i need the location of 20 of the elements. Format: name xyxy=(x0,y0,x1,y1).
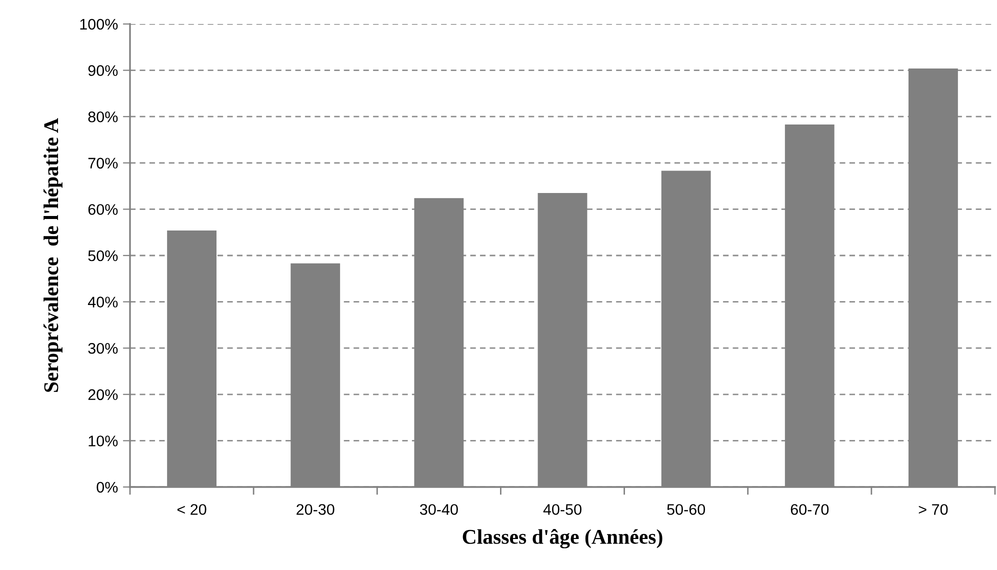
x-tick-label: 60-70 xyxy=(790,504,829,515)
x-tick-label: 20-30 xyxy=(296,504,334,515)
y-tick-label: 20% xyxy=(88,389,118,400)
x-tick-label: 50-60 xyxy=(667,504,706,515)
y-axis-title: Seroprévalence de l'hépatite A xyxy=(44,118,62,392)
x-tick-label: < 20 xyxy=(177,504,206,515)
x-axis-title: Classes d'âge (Années) xyxy=(462,529,662,548)
y-tick-label: 60% xyxy=(88,204,118,215)
y-tick-label: 40% xyxy=(88,296,118,308)
y-tick-label: 0% xyxy=(96,482,118,493)
y-tick-label: 10% xyxy=(88,436,118,446)
x-tick-label: 40-50 xyxy=(543,504,582,515)
y-tick-label: 50% xyxy=(88,250,118,262)
y-tick-label: 80% xyxy=(88,111,118,122)
x-tick-label: 30-40 xyxy=(420,504,458,515)
y-tick-label: 70% xyxy=(88,158,118,169)
x-tick-label: > 70 xyxy=(918,504,948,515)
y-tick-label: 30% xyxy=(88,342,118,354)
y-tick-label: 90% xyxy=(88,65,118,76)
y-tick-label: 100% xyxy=(80,18,118,30)
